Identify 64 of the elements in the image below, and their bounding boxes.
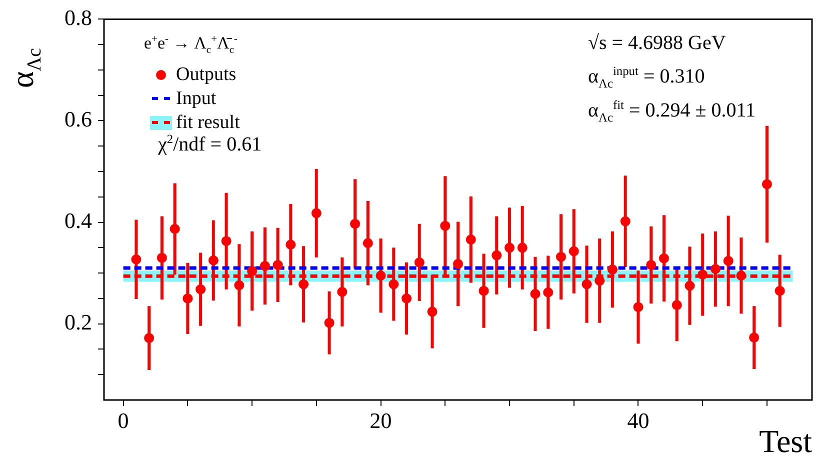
point <box>272 260 283 270</box>
point <box>260 260 270 271</box>
legend-label: Input <box>176 87 216 112</box>
point <box>298 279 309 290</box>
point <box>156 252 167 263</box>
point <box>144 333 154 344</box>
point <box>478 286 489 296</box>
annotation: √s = 4.6988 GeV <box>588 32 726 55</box>
point <box>131 254 142 264</box>
point <box>658 253 669 264</box>
point <box>749 332 760 343</box>
point <box>234 280 244 290</box>
x-axis-title: Test <box>759 423 812 460</box>
point <box>762 179 772 190</box>
point <box>504 242 514 253</box>
point <box>362 238 373 248</box>
point <box>208 255 218 266</box>
point <box>388 279 399 290</box>
x-tick-label: 0 <box>118 408 129 433</box>
point <box>710 264 720 274</box>
point <box>402 293 412 304</box>
point <box>698 270 708 280</box>
y-tick-label: 0.6 <box>64 106 92 132</box>
point <box>774 286 785 296</box>
annotation: α$_{Λc}$$^{fit}$ = 0.294 ± 0.011 <box>588 98 756 126</box>
point <box>311 208 322 218</box>
point <box>582 279 592 290</box>
y-tick-label: 0.2 <box>64 310 92 335</box>
point <box>646 260 656 270</box>
point <box>620 216 630 226</box>
point <box>196 284 206 294</box>
x-tick-label: 40 <box>627 408 650 433</box>
point <box>337 286 348 297</box>
point <box>286 240 296 250</box>
point <box>672 300 682 310</box>
point <box>543 287 554 298</box>
point <box>440 220 450 231</box>
point <box>350 218 360 229</box>
point <box>414 257 424 268</box>
point <box>427 306 438 317</box>
point <box>607 264 618 275</box>
point <box>684 280 695 291</box>
point <box>170 224 180 234</box>
point <box>633 302 644 312</box>
point <box>221 236 232 246</box>
point <box>556 252 566 262</box>
point <box>594 276 605 286</box>
point <box>376 270 386 281</box>
y-tick-label: 0.8 <box>64 4 92 30</box>
point <box>736 270 746 281</box>
point <box>568 246 579 256</box>
point <box>492 250 502 260</box>
point <box>530 288 540 299</box>
point <box>247 266 258 276</box>
point <box>182 293 193 304</box>
point <box>517 242 528 253</box>
point <box>466 234 476 245</box>
y-tick-label: 0.4 <box>64 208 92 234</box>
point <box>723 256 734 266</box>
annotation: α$_{Λc}$$^{input}$ = 0.310 <box>588 64 705 92</box>
x-tick-label: 20 <box>370 408 392 433</box>
point <box>324 318 334 328</box>
point <box>453 258 463 269</box>
legend-label: Outputs <box>176 63 236 88</box>
